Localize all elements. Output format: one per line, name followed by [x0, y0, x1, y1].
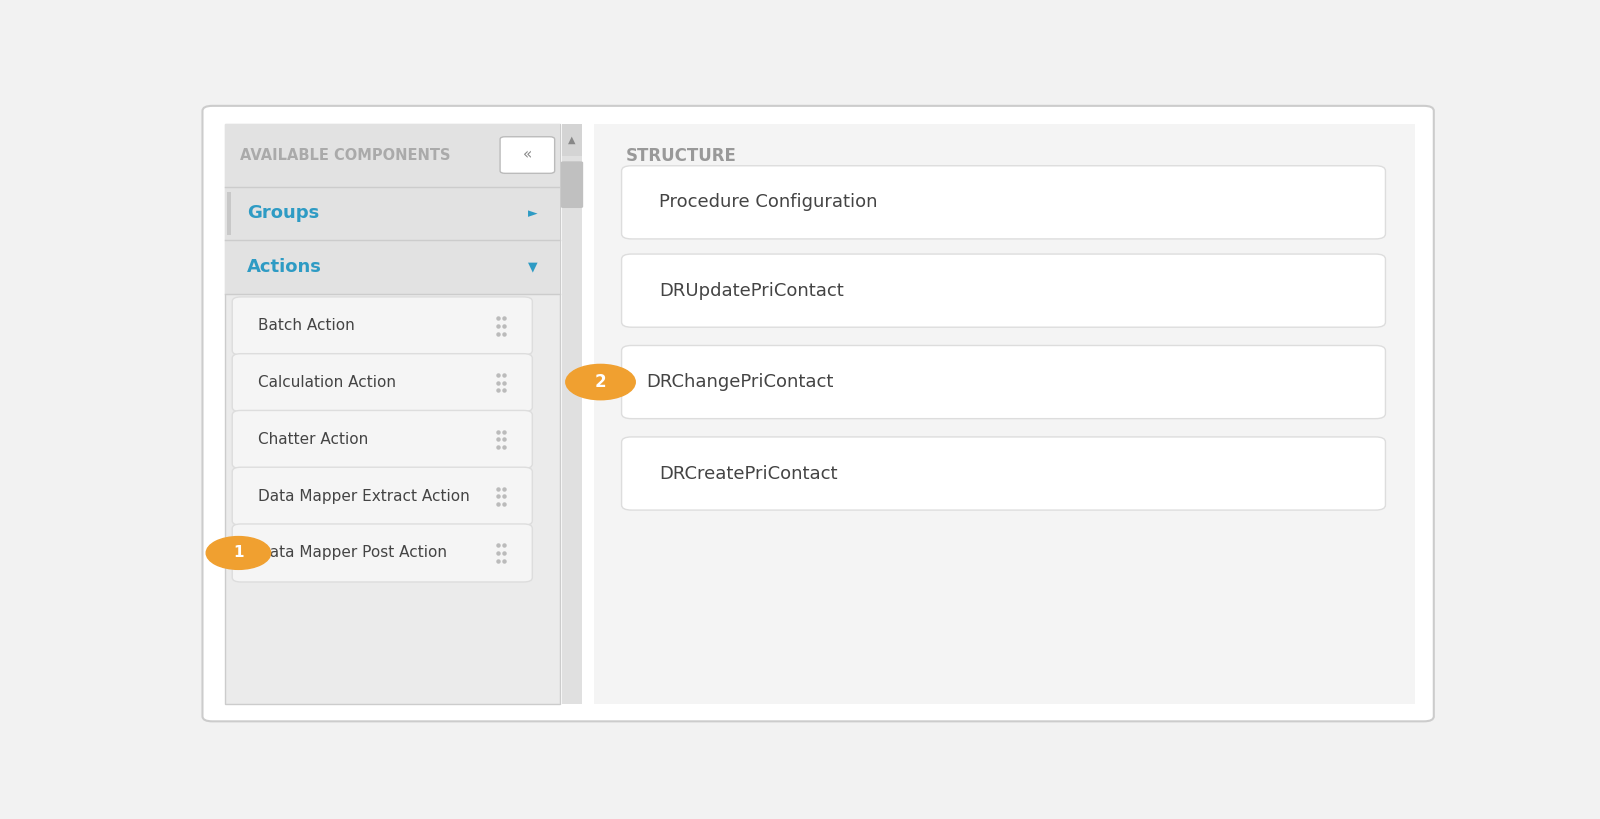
- Text: Data Mapper Extract Action: Data Mapper Extract Action: [258, 489, 470, 504]
- FancyBboxPatch shape: [224, 124, 560, 187]
- Text: DRChangePriContact: DRChangePriContact: [646, 373, 834, 391]
- Text: ►: ►: [528, 207, 538, 219]
- Text: «: «: [523, 147, 531, 162]
- Text: Calculation Action: Calculation Action: [258, 375, 397, 390]
- Text: DRUpdatePriContact: DRUpdatePriContact: [659, 282, 843, 300]
- Circle shape: [566, 364, 635, 400]
- Text: Batch Action: Batch Action: [258, 319, 355, 333]
- Text: DRCreatePriContact: DRCreatePriContact: [659, 464, 837, 482]
- Text: STRUCTURE: STRUCTURE: [626, 147, 736, 165]
- Text: Chatter Action: Chatter Action: [258, 432, 368, 447]
- FancyBboxPatch shape: [232, 524, 533, 582]
- FancyBboxPatch shape: [232, 354, 533, 412]
- FancyBboxPatch shape: [621, 437, 1386, 510]
- FancyBboxPatch shape: [621, 346, 1386, 419]
- FancyBboxPatch shape: [232, 410, 533, 468]
- Text: Data Mapper Post Action: Data Mapper Post Action: [258, 545, 448, 560]
- Text: ▼: ▼: [528, 260, 538, 274]
- Text: 2: 2: [595, 373, 606, 391]
- FancyBboxPatch shape: [501, 137, 555, 174]
- FancyBboxPatch shape: [621, 165, 1386, 239]
- Text: Groups: Groups: [246, 205, 320, 223]
- Text: 1: 1: [234, 545, 243, 560]
- FancyBboxPatch shape: [232, 297, 533, 355]
- FancyBboxPatch shape: [203, 106, 1434, 722]
- FancyBboxPatch shape: [562, 161, 582, 208]
- FancyBboxPatch shape: [224, 124, 560, 704]
- Text: ▲: ▲: [568, 135, 576, 145]
- FancyBboxPatch shape: [562, 124, 582, 704]
- FancyBboxPatch shape: [562, 124, 582, 156]
- FancyBboxPatch shape: [594, 124, 1416, 704]
- Text: Procedure Configuration: Procedure Configuration: [659, 193, 877, 211]
- Text: Actions: Actions: [246, 258, 322, 276]
- FancyBboxPatch shape: [621, 254, 1386, 328]
- FancyBboxPatch shape: [227, 192, 230, 235]
- FancyBboxPatch shape: [224, 187, 560, 240]
- FancyBboxPatch shape: [232, 467, 533, 525]
- Circle shape: [206, 536, 270, 569]
- Text: AVAILABLE COMPONENTS: AVAILABLE COMPONENTS: [240, 147, 450, 162]
- FancyBboxPatch shape: [224, 240, 560, 294]
